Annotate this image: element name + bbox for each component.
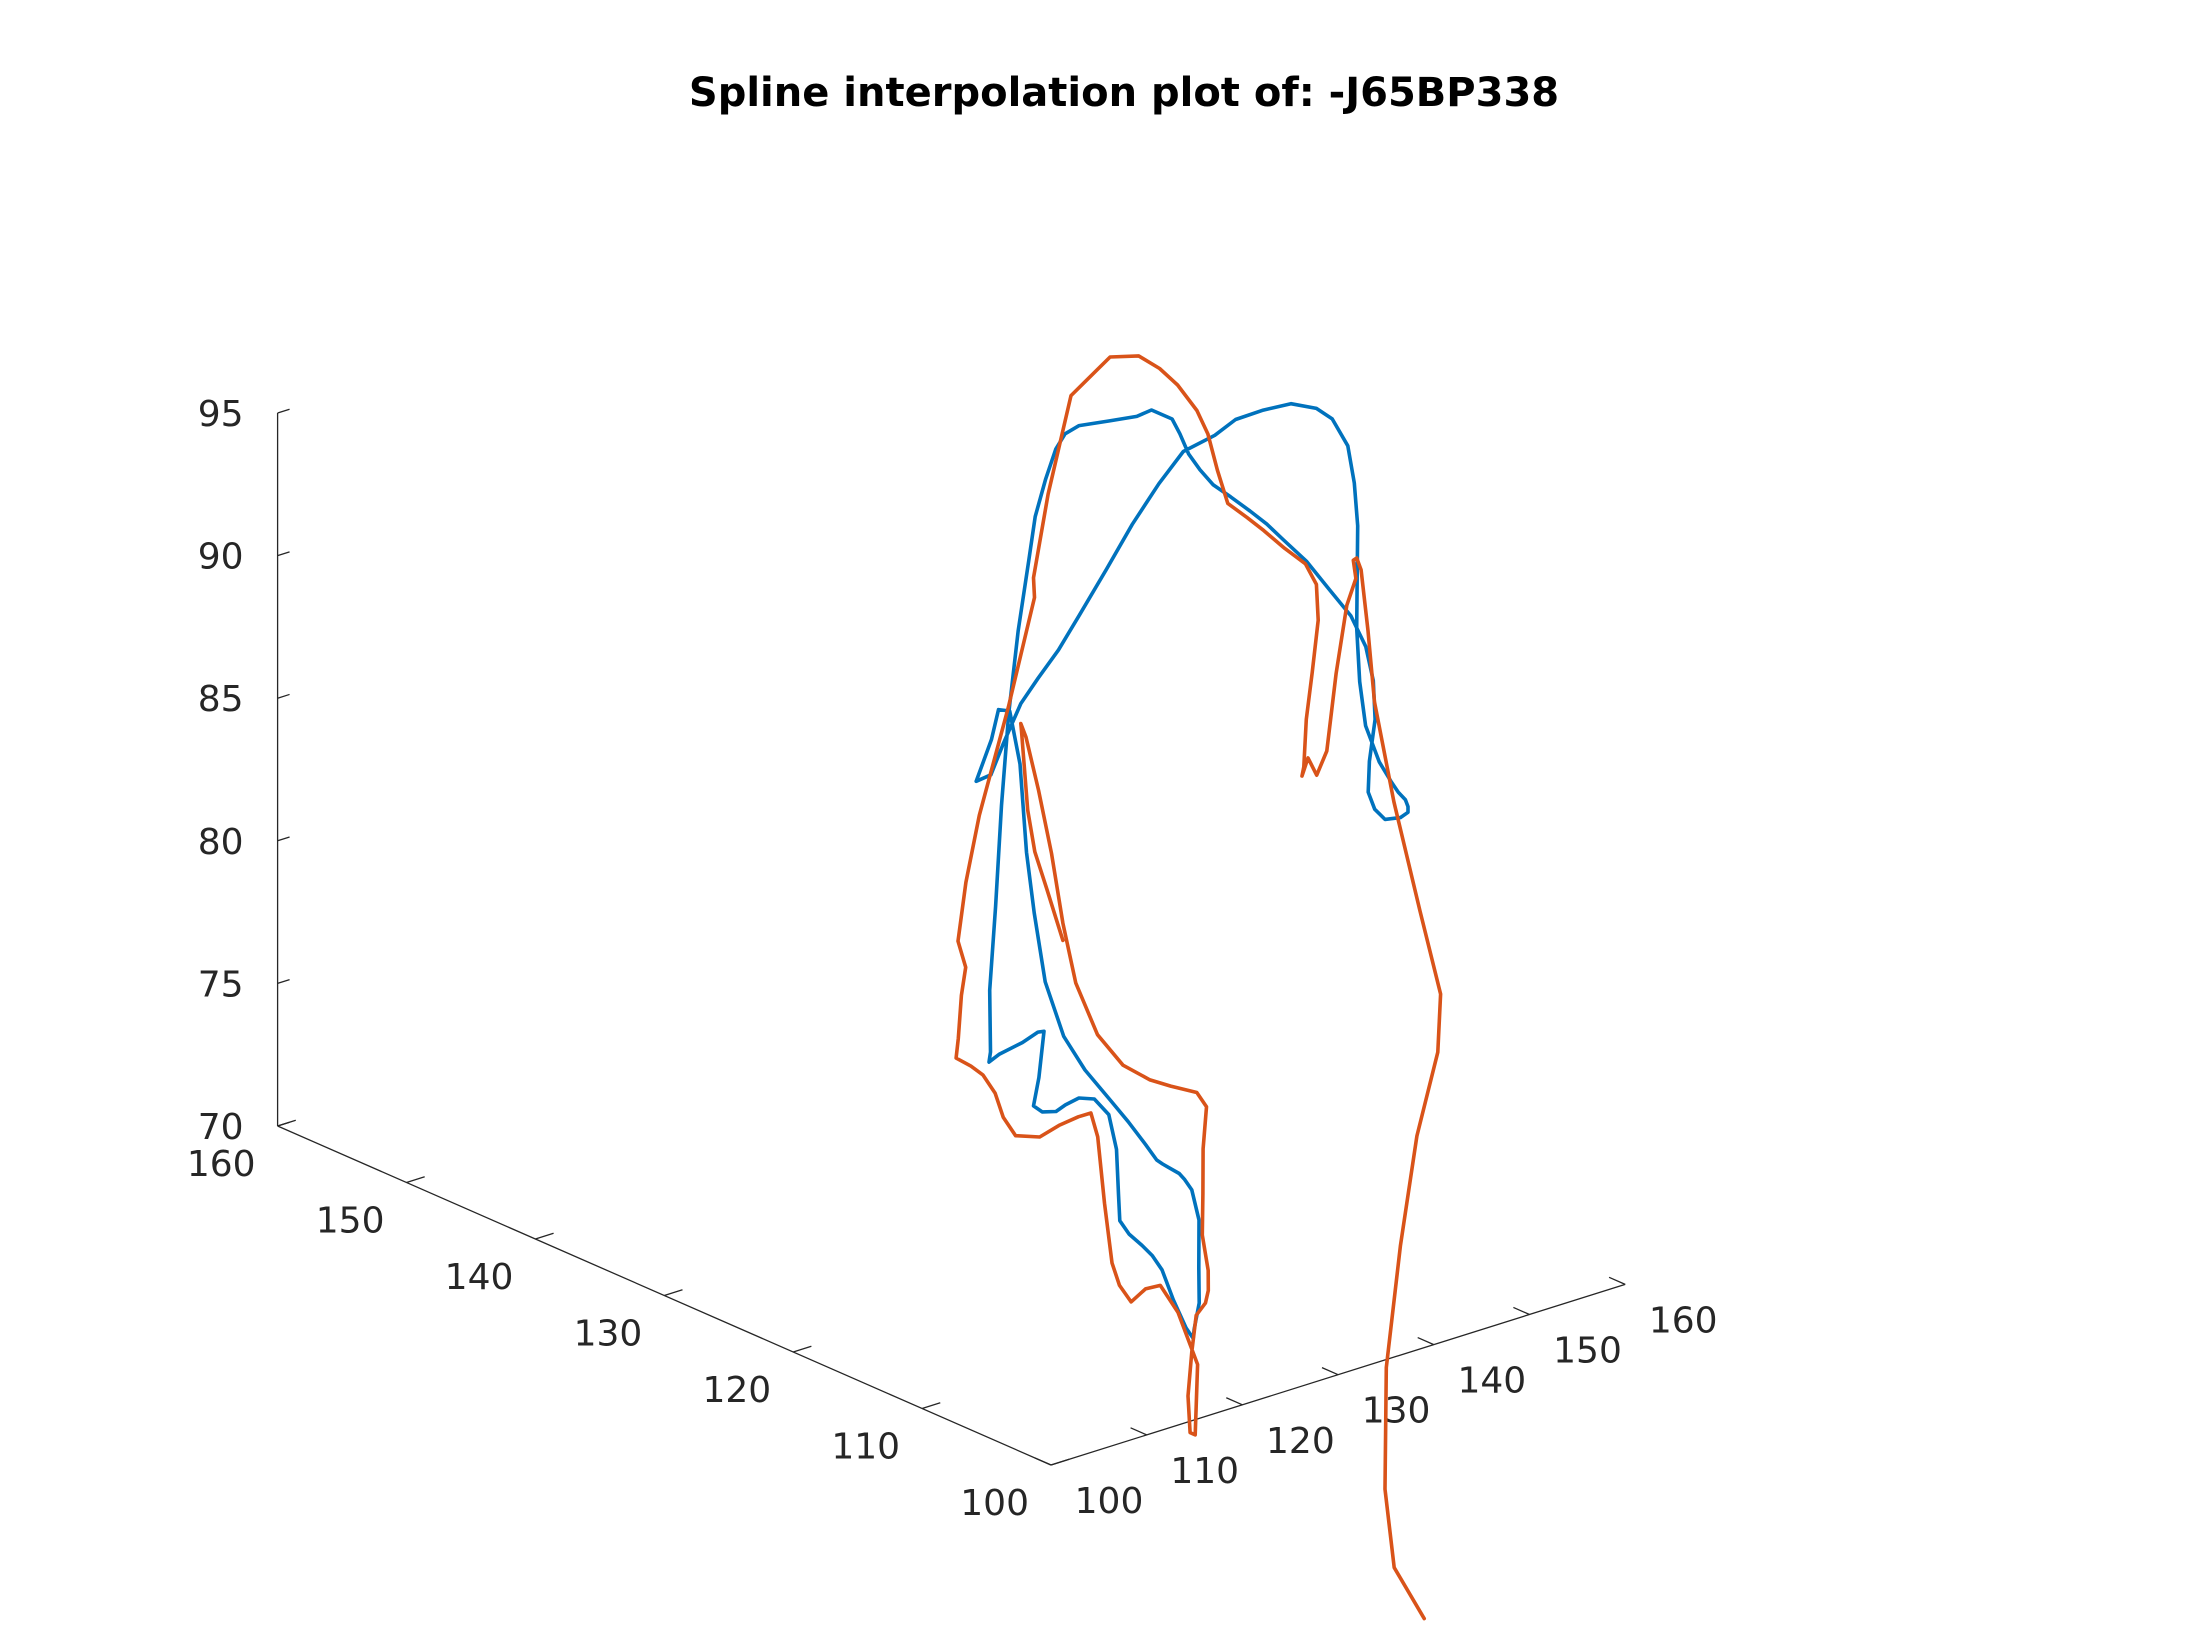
z-tick-mark (277, 408, 290, 414)
z-tick-mark (277, 1121, 290, 1127)
z-tick-mark (277, 836, 290, 842)
x-tick-label: 130 (1362, 1391, 1431, 1432)
y-tick-mark (535, 1232, 554, 1240)
y-tick-mark (793, 1345, 812, 1353)
x-tick-mark (1034, 1457, 1052, 1466)
series-line-2 (954, 354, 1443, 1621)
x-tick-label: 150 (1553, 1331, 1622, 1372)
x-tick-mark (1513, 1306, 1530, 1316)
z-tick-label: 85 (198, 679, 244, 720)
y-tick-label: 160 (187, 1144, 256, 1185)
z-tick-mark (277, 979, 290, 985)
x-tick-mark (1226, 1397, 1243, 1406)
y-tick-mark (1050, 1458, 1070, 1466)
z-tick-label: 95 (198, 394, 244, 435)
y-tick-label: 120 (702, 1370, 771, 1411)
x-tick-label: 140 (1457, 1361, 1526, 1402)
y-tick-label: 140 (445, 1257, 514, 1298)
y-tick-mark (921, 1402, 941, 1410)
y-tick-label: 100 (960, 1483, 1029, 1524)
x-tick-mark (1417, 1336, 1435, 1346)
x-tick-mark (1608, 1276, 1626, 1285)
axes: 100 110 120 130 140 150 160 100 110 120 130 140 150 1… (187, 394, 1718, 1524)
z-tick-label: 80 (198, 822, 244, 863)
x-tick-mark (1321, 1367, 1339, 1376)
y-tick-label: 150 (316, 1201, 385, 1242)
x-tick-label: 100 (1075, 1481, 1144, 1522)
y-tick-label: 110 (831, 1427, 900, 1468)
x-tick-mark (1130, 1427, 1147, 1436)
z-tick-mark (277, 693, 290, 699)
y-tick-mark (406, 1176, 425, 1184)
x-tick-label: 110 (1170, 1451, 1239, 1492)
x-tick-label: 120 (1266, 1421, 1335, 1462)
z-tick-mark (277, 551, 290, 557)
z-tick-label: 70 (198, 1107, 244, 1148)
x-tick-label: 160 (1649, 1300, 1718, 1341)
z-tick-label: 75 (198, 964, 244, 1005)
y-tick-mark (664, 1289, 683, 1297)
z-tick-label: 90 (198, 537, 244, 578)
y-tick-label: 130 (574, 1314, 643, 1355)
chart-title: Spline interpolation plot of: -J65BP338 (689, 70, 1559, 116)
series-layer (954, 354, 1443, 1621)
